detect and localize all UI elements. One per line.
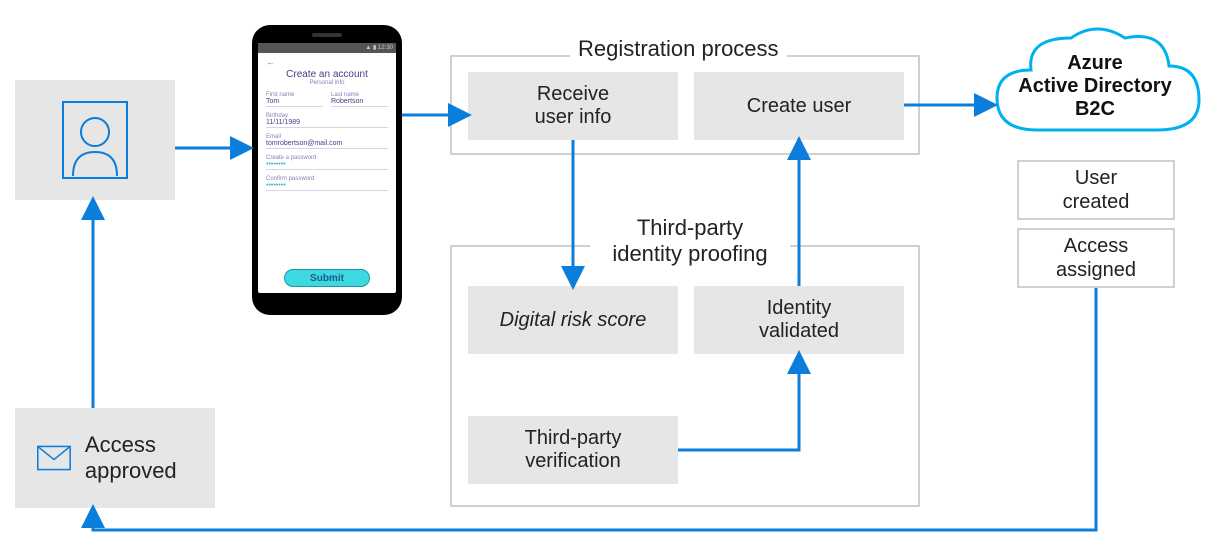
user-created-box: Usercreated (1017, 160, 1175, 220)
phone-submit-button[interactable]: Submit (284, 269, 370, 287)
digital-risk-score-label: Digital risk score (500, 309, 647, 332)
user-icon (15, 80, 175, 200)
registration-title: Registration process (570, 36, 787, 62)
identity-validated-box: Identityvalidated (694, 286, 904, 354)
third-party-verification-label: Third-partyverification (525, 427, 622, 473)
phone-subtitle: Personal info (266, 80, 388, 86)
receive-user-info-label: Receiveuser info (535, 83, 612, 129)
identity-validated-label: Identityvalidated (759, 297, 839, 343)
create-user-box: Create user (694, 72, 904, 140)
phone-field-firstname[interactable]: First name Tom (266, 92, 323, 107)
azure-cloud-label: Azure Active Directory B2C (987, 52, 1203, 121)
access-approved-label: Access approved (85, 432, 215, 485)
user-created-label: Usercreated (1063, 166, 1130, 214)
phone-mockup: ▲ ▮ 12:30 ← Create an account Personal i… (252, 25, 402, 315)
phone-field-lastname[interactable]: Last name Robertson (331, 92, 388, 107)
phone-title: Create an account (266, 69, 388, 80)
third-party-title: Third-partyidentity proofing (590, 215, 790, 268)
access-approved-box: Access approved (15, 408, 215, 508)
access-assigned-label: Accessassigned (1056, 234, 1136, 282)
envelope-icon (37, 442, 71, 474)
phone-back-icon[interactable]: ← (266, 57, 388, 67)
third-party-verification-box: Third-partyverification (468, 416, 678, 484)
phone-field-birthday[interactable]: Birthday 11/11/1989 (266, 113, 388, 128)
receive-user-info-box: Receiveuser info (468, 72, 678, 140)
user-box (15, 80, 175, 200)
azure-cloud: Azure Active Directory B2C (987, 20, 1203, 150)
phone-field-confirm[interactable]: Confirm password •••••••• (266, 176, 388, 191)
access-assigned-box: Accessassigned (1017, 228, 1175, 288)
phone-field-password[interactable]: Create a password •••••••• (266, 155, 388, 170)
phone-field-email[interactable]: Email tomrobertson@mail.com (266, 134, 388, 149)
create-user-label: Create user (747, 95, 852, 118)
phone-statusbar: ▲ ▮ 12:30 (258, 43, 396, 53)
digital-risk-score-box: Digital risk score (468, 286, 678, 354)
